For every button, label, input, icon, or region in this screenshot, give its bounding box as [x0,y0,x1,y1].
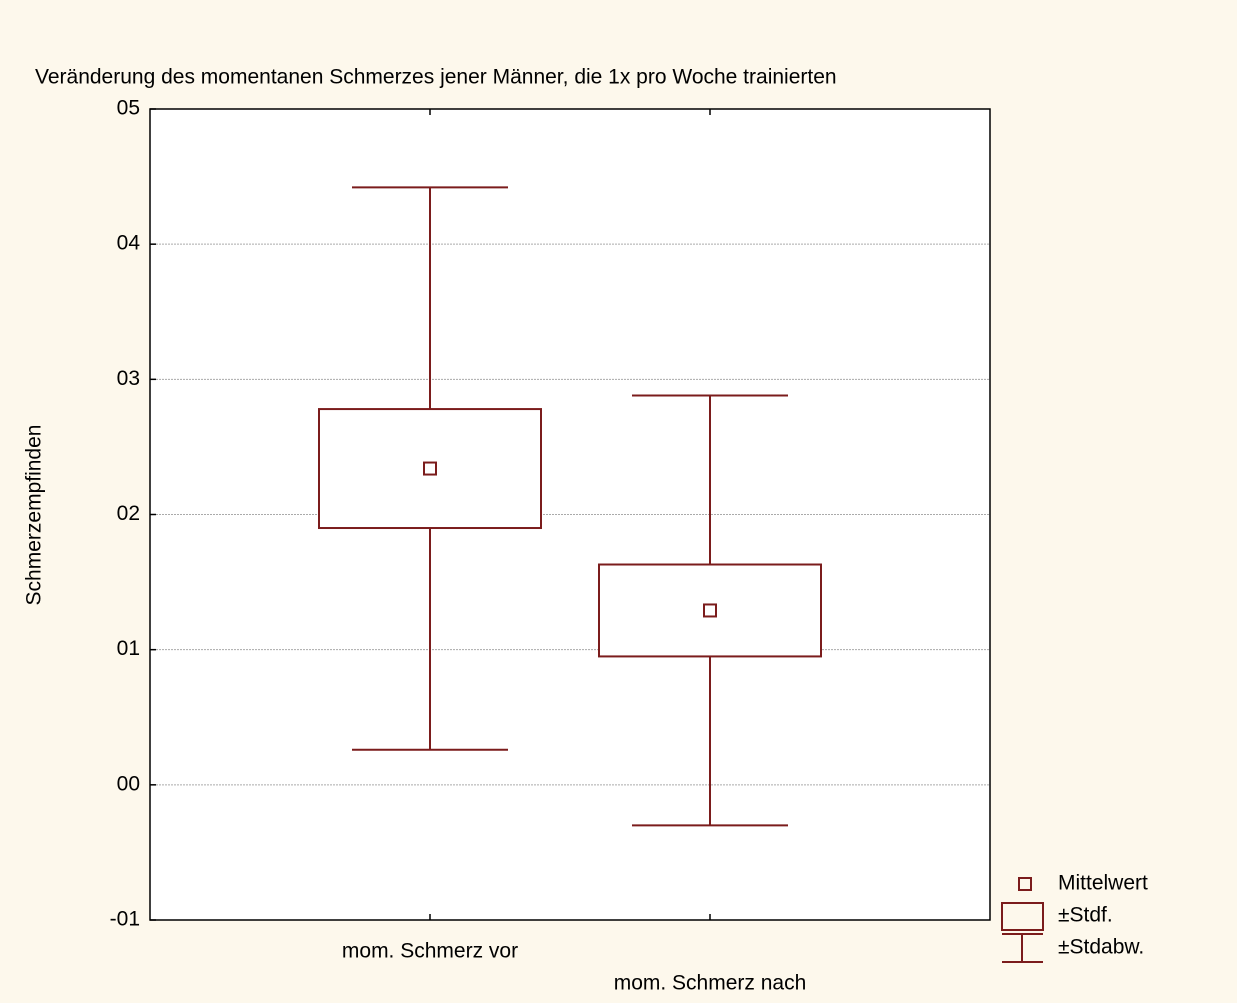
chart-title: Veränderung des momentanen Schmerzes jen… [35,66,837,89]
legend-se-icon [1001,902,1044,931]
legend-label: ±Stdf. [1058,904,1113,927]
y-tick-label: 03 [117,367,140,390]
mean-marker [703,603,717,618]
y-tick-label: 01 [117,637,140,660]
y-tick-label: 04 [117,232,141,255]
y-tick-label: -01 [110,908,140,931]
x-tick-label: mom. Schmerz vor [342,940,518,963]
plot-frame [149,108,991,921]
y-tick-label: 00 [117,772,140,795]
se-box [598,563,822,658]
legend-mean-icon [1018,877,1032,891]
legend-sd-icon [1002,933,1043,963]
y-axis-label: Schmerzempfinden [23,425,46,606]
se-box [318,408,542,530]
legend-label: ±Stdabw. [1058,936,1144,959]
y-tick-label: 05 [117,97,140,120]
y-tick-label: 02 [117,502,140,525]
legend-label: Mittelwert [1058,872,1148,895]
x-tick-label: mom. Schmerz nach [614,972,807,995]
mean-marker [423,461,437,476]
